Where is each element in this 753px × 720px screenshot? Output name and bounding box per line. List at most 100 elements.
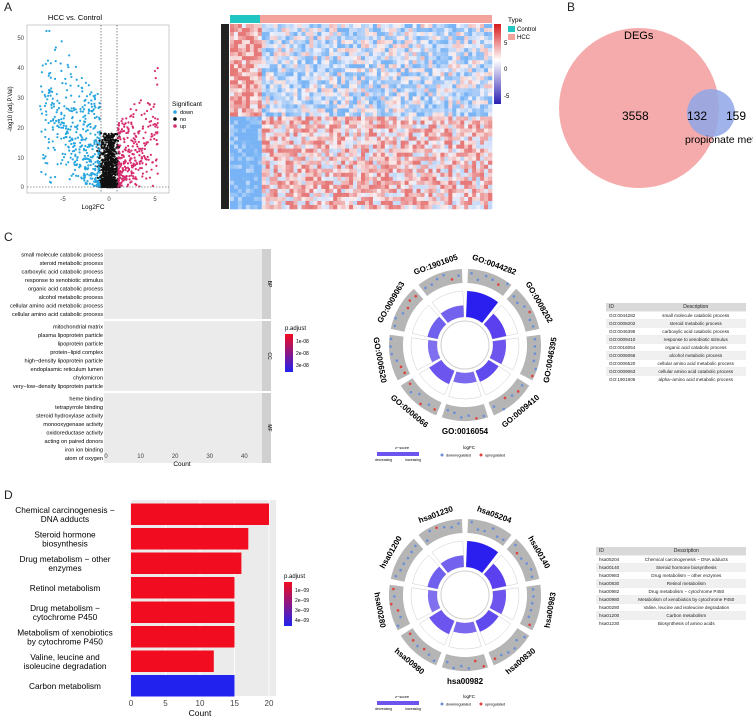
heatmap-cell [277,112,282,117]
volcano-point-no [106,144,109,147]
heatmap-cell [400,148,405,153]
volcano-point-down [68,136,71,139]
heatmap-cell [396,180,401,186]
heatmap-cell [444,180,449,186]
heatmap-cell [357,36,362,41]
heatmap-cell [309,56,314,61]
heatmap-cell [400,128,405,133]
heatmap-cell [341,72,346,77]
heatmap-cell [309,176,314,182]
heatmap-cell [424,76,429,81]
volcano-point-up [119,173,123,177]
heatmap-cell [444,148,449,153]
heatmap-cell [361,188,366,194]
heatmap-cell [361,108,366,113]
circle-gene-dot [533,345,537,348]
heatmap-cell [345,140,350,145]
heatmap-cell [476,40,481,45]
heatmap-cell [416,44,421,49]
heatmap-cell [460,164,465,170]
circle-gene-dot [528,623,531,627]
heatmap-cell [285,92,290,97]
heatmap-cell [309,96,314,101]
heatmap-cell [444,200,449,206]
volcano-point-down [75,131,78,134]
volcano-point-down [52,102,55,106]
heatmap-cell [396,24,401,29]
heatmap-cell [484,192,489,198]
heatmap-cell [380,204,386,210]
heatmap-cell [253,92,259,97]
heatmap-cell [428,132,433,137]
heatmap-cell [333,156,338,162]
circle-gene-dot [491,527,495,530]
heatmap-cell [452,96,457,101]
heatmap-cell [424,196,429,202]
volcano-point-no [111,136,114,139]
heatmap-cell [480,140,485,145]
heatmap-cell [476,36,481,41]
heatmap-cell [412,116,417,121]
heatmap-cell [317,120,322,125]
heatmap-cell [368,52,374,57]
heatmap-cell [380,108,386,113]
heatmap-cell [317,116,322,121]
heatmap-cell [253,204,259,210]
heatmap-cell [468,96,473,101]
heatmap-cell [345,84,350,89]
volcano-point-down [43,93,46,97]
heatmap-cell [261,88,267,93]
go-table-id: GO:0044282 [606,311,646,320]
heatmap-cell [230,116,235,121]
heatmap-cell [408,132,413,137]
heatmap-cell [237,116,243,121]
heatmap-cell [420,176,425,182]
heatmap-cell [388,128,394,133]
heatmap-cell [484,124,489,129]
heatmap-cell [388,156,394,162]
volcano-point-up [153,137,156,140]
heatmap-cell [384,76,390,81]
heatmap-cell [436,56,441,61]
heatmap-cell [257,164,263,170]
volcano-point-up [127,121,130,124]
heatmap-cell [349,72,354,77]
heatmap-cell [372,72,378,77]
heatmap-cell [424,116,429,121]
heatmap-cell [428,184,433,190]
volcano-point-down [98,143,101,146]
heatmap-cell [480,88,485,93]
heatmap-cell [452,108,457,113]
volcano-point-down [85,95,89,98]
heatmap-cell [237,112,243,117]
volcano-point-down [64,77,67,81]
heatmap-cell [364,160,370,166]
heatmap-cell [329,164,334,170]
heatmap-cell [428,180,433,186]
heatmap-cell [313,148,318,153]
heatmap-cell [233,184,239,190]
kegg-bar-label-line: by cytochrome P450 [27,636,103,646]
heatmap-cell [337,204,342,210]
heatmap-cell [416,64,421,69]
heatmap-cell [396,36,401,41]
heatmap-cell [392,112,398,117]
heatmap-cell [456,192,461,198]
volcano-point-down [56,132,59,136]
volcano-point-down [88,182,91,185]
heatmap-cell [412,76,417,81]
heatmap-cell [241,136,247,141]
heatmap-cell [261,120,267,125]
heatmap-cell [448,24,453,29]
heatmap-cell [325,88,330,93]
heatmap-cell [364,84,370,89]
heatmap-cell [313,92,318,97]
heatmap-cell [321,184,326,190]
volcano-point-no [101,138,104,142]
heatmap-cell [245,184,251,190]
heatmap-cell [301,92,306,97]
heatmap-cell [412,180,417,186]
heatmap-cell [345,92,350,97]
heatmap-cell [305,124,310,129]
volcano-point-up [135,143,138,146]
